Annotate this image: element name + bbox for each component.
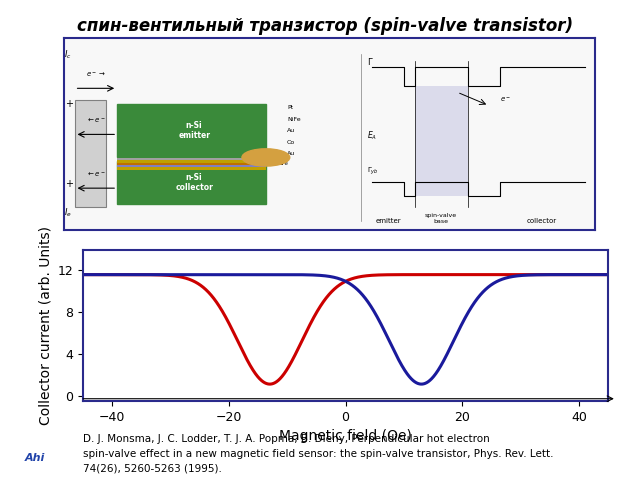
Text: $E_A$: $E_A$ [367, 129, 377, 142]
Text: $I_e$: $I_e$ [64, 206, 72, 218]
Polygon shape [415, 86, 468, 196]
Text: +: + [65, 99, 74, 108]
Text: spin-valve effect in a new magnetic field sensor: the spin-valve transistor, Phy: spin-valve effect in a new magnetic fiel… [83, 449, 554, 459]
FancyBboxPatch shape [117, 158, 266, 160]
Text: 74(26), 5260-5263 (1995).: 74(26), 5260-5263 (1995). [83, 463, 222, 473]
Text: n-Si
emitter: n-Si emitter [178, 121, 210, 140]
Text: спин-вентильный транзистор (spin-valve transistor): спин-вентильный транзистор (spin-valve t… [77, 17, 573, 35]
Text: Ahi: Ahi [25, 454, 45, 463]
Text: $e^-\rightarrow$: $e^-\rightarrow$ [86, 70, 106, 79]
Text: Au: Au [276, 161, 284, 166]
Circle shape [242, 149, 290, 166]
Text: $\leftarrow e^-$: $\leftarrow e^-$ [86, 116, 106, 125]
Text: $\Gamma_{yb}$: $\Gamma_{yb}$ [367, 166, 378, 177]
Text: +: + [65, 180, 74, 189]
Text: spin-valve
base: spin-valve base [425, 213, 457, 224]
FancyBboxPatch shape [117, 160, 266, 163]
FancyBboxPatch shape [117, 167, 266, 169]
Text: $\leftarrow e^-$: $\leftarrow e^-$ [86, 170, 106, 179]
Text: emitter: emitter [375, 218, 401, 224]
Text: Co: Co [276, 161, 284, 166]
Text: NiFe: NiFe [287, 117, 301, 121]
Text: $I_c$: $I_c$ [64, 48, 72, 61]
FancyBboxPatch shape [117, 165, 266, 167]
Text: Au: Au [287, 128, 295, 133]
Text: n-Si
collector: n-Si collector [175, 173, 213, 192]
Text: D. J. Monsma, J. C. Lodder, T. J. A. Popma, B. Dieny, Perpendicular hot electron: D. J. Monsma, J. C. Lodder, T. J. A. Pop… [83, 434, 490, 444]
X-axis label: Magnetic field (Oe): Magnetic field (Oe) [279, 429, 412, 443]
Text: NiFe: NiFe [276, 161, 289, 166]
FancyBboxPatch shape [75, 100, 106, 207]
FancyBboxPatch shape [117, 104, 266, 157]
Text: Pt: Pt [276, 161, 282, 166]
Text: collector: collector [527, 218, 557, 224]
Text: $\Gamma$: $\Gamma$ [367, 56, 373, 67]
Text: Pt: Pt [287, 105, 293, 110]
FancyBboxPatch shape [117, 163, 266, 165]
Y-axis label: Collector current (arb. Units): Collector current (arb. Units) [38, 226, 52, 425]
Text: Au: Au [287, 151, 295, 156]
Text: $e^-$: $e^-$ [500, 95, 511, 104]
Text: Co: Co [287, 140, 295, 144]
Text: Au: Au [276, 161, 284, 166]
FancyBboxPatch shape [117, 161, 266, 204]
